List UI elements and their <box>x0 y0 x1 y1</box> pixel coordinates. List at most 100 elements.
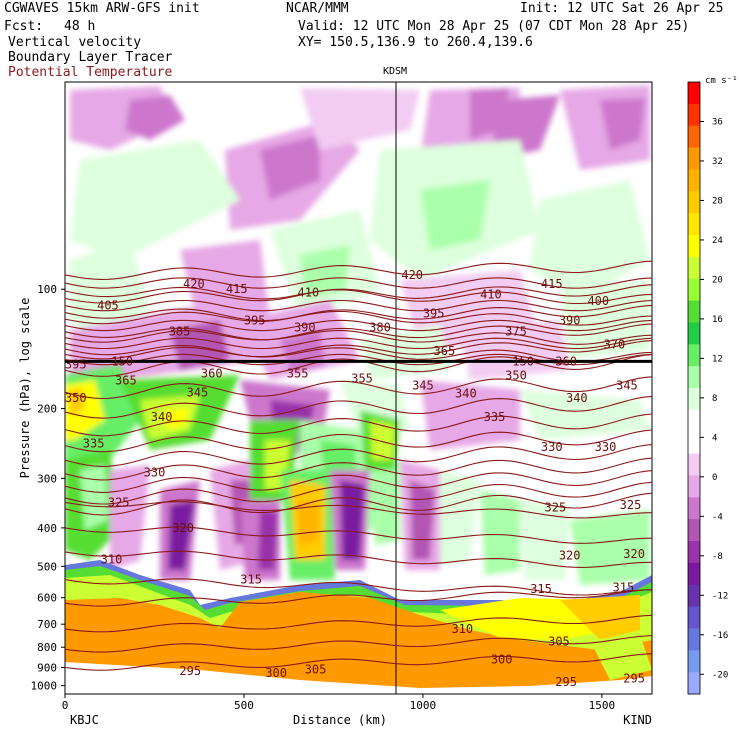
theta-label: 420 <box>401 268 423 282</box>
theta-label: 400 <box>587 294 609 308</box>
theta-label: 315 <box>240 573 262 587</box>
theta-label: 340 <box>151 410 173 424</box>
xy-coordinates: XY= 150.5,136.9 to 260.4,139.6 <box>298 35 533 50</box>
theta-label: 410 <box>480 287 502 301</box>
y-tick-label: 400 <box>37 522 57 535</box>
colorbar-tick-label: -20 <box>712 670 728 680</box>
colorbar-swatch <box>688 431 700 455</box>
colorbar-swatch <box>688 409 700 433</box>
theta-label: 420 <box>183 277 205 291</box>
theta-label: 380 <box>369 321 391 335</box>
theta-label: 295 <box>555 675 577 689</box>
theta-contour-line <box>65 635 652 653</box>
y-axis: 100 200 300 400 500 600 700 800 900 1000 <box>31 283 65 693</box>
theta-contour-line <box>65 337 652 350</box>
theta-label: 295 <box>623 672 645 686</box>
colorbar-swatch <box>688 541 700 564</box>
theta-contour-line <box>65 501 652 519</box>
theta-label: 325 <box>108 495 130 509</box>
colorbar-swatch <box>688 584 700 608</box>
x-axis-title: Distance (km) <box>293 713 387 727</box>
colorbar-swatch <box>688 169 700 192</box>
theta-contour-line <box>65 395 652 419</box>
theta-label: 410 <box>298 286 320 300</box>
theta-label: 335 <box>83 436 105 450</box>
theta-label: 395 <box>65 358 87 372</box>
theta-label: 330 <box>144 466 166 480</box>
y-tick-label: 300 <box>37 472 57 485</box>
model-title: CGWAVES 15km ARW-GFS init <box>4 1 200 16</box>
colorbar-swatch <box>688 213 700 236</box>
colorbar-swatch <box>688 562 700 586</box>
fcst-label: Fcst: <box>4 19 44 34</box>
theta-label: 345 <box>412 379 434 393</box>
y-tick-label: 100 <box>37 283 57 296</box>
colorbar-tick-label: 36 <box>712 117 723 127</box>
x-tick-label: 1000 <box>410 699 437 712</box>
theta-label: 375 <box>505 325 527 339</box>
theta-contour-line <box>65 284 652 304</box>
theta-contour-line <box>65 470 652 493</box>
colorbar: 36 32 28 24 20 16 12 8 4 0 -4 -8 -12 -16 -20 <box>687 81 728 695</box>
left-station-label: KBJC <box>70 713 99 727</box>
colorbar-swatch <box>688 147 700 170</box>
theta-contour-line <box>65 327 652 345</box>
y-tick-label: 900 <box>37 661 57 674</box>
colorbar-tick-label: 24 <box>712 236 723 246</box>
theta-label: 385 <box>169 325 191 339</box>
colorbar-tick-label: 28 <box>712 196 723 206</box>
theta-contour-line <box>65 444 652 467</box>
theta-label: 340 <box>455 386 477 400</box>
theta-contour-line <box>65 653 652 671</box>
theta-contour-line <box>65 526 652 544</box>
theta-contour-line <box>65 299 652 312</box>
colorbar-tick-label: 8 <box>712 394 717 404</box>
theta-label: 295 <box>179 664 201 678</box>
theta-label: 315 <box>613 580 635 594</box>
theta-label: 415 <box>541 277 563 291</box>
theta-labels: 405 420 415 410 395 390 385 380 420 415 410 395 400 3… <box>65 268 645 689</box>
y-axis-title: Pressure (hPa), log scale <box>18 298 32 479</box>
colorbar-swatch <box>688 519 700 542</box>
colorbar-swatch <box>688 191 700 214</box>
theta-label: 370 <box>604 338 626 352</box>
x-tick-label: 1500 <box>589 699 616 712</box>
theta-label: 390 <box>294 321 316 335</box>
colorbar-tick-label: -4 <box>712 512 723 522</box>
theta-contour-line <box>65 614 652 633</box>
colorbar-swatch <box>688 300 700 323</box>
colorbar-swatch <box>688 497 700 520</box>
theta-label: 335 <box>484 410 506 424</box>
kdsm-label: KDSM <box>383 66 407 77</box>
colorbar-tick-label: 16 <box>712 315 723 325</box>
theta-contour-line <box>65 260 652 280</box>
theta-label: 395 <box>423 306 445 320</box>
theta-label: 355 <box>287 366 309 380</box>
colorbar-frame <box>687 81 701 695</box>
theta-contour-line <box>65 286 652 305</box>
theta-label: 350 <box>505 368 527 382</box>
colorbar-tick-label: 0 <box>712 473 717 483</box>
colorbar-swatch <box>688 322 700 345</box>
y-tick-label: 200 <box>37 403 57 416</box>
theta-contour-line <box>65 588 652 607</box>
theta-label: 320 <box>172 521 194 535</box>
theta-label: 365 <box>434 344 456 358</box>
theta-label: 350 <box>65 391 87 405</box>
x-tick-label: 0 <box>62 699 69 712</box>
colorbar-swatch <box>688 82 700 105</box>
x-axis: 0 500 1000 1500 <box>62 694 615 712</box>
theta-label: 305 <box>548 635 570 649</box>
theta-label: 360 <box>555 354 577 368</box>
right-station-label: KIND <box>623 713 652 727</box>
colorbar-swatch <box>688 366 700 389</box>
colorbar-swatch <box>688 628 700 651</box>
colorbar-unit: cm s⁻¹ <box>705 76 738 86</box>
colorbar-swatch <box>688 256 700 280</box>
theta-label: 300 <box>491 653 513 667</box>
theta-label: 320 <box>559 549 581 563</box>
fcst-value: 48 h <box>64 19 96 34</box>
theta-contour-line <box>65 578 652 596</box>
theta-label: 310 <box>101 552 123 566</box>
